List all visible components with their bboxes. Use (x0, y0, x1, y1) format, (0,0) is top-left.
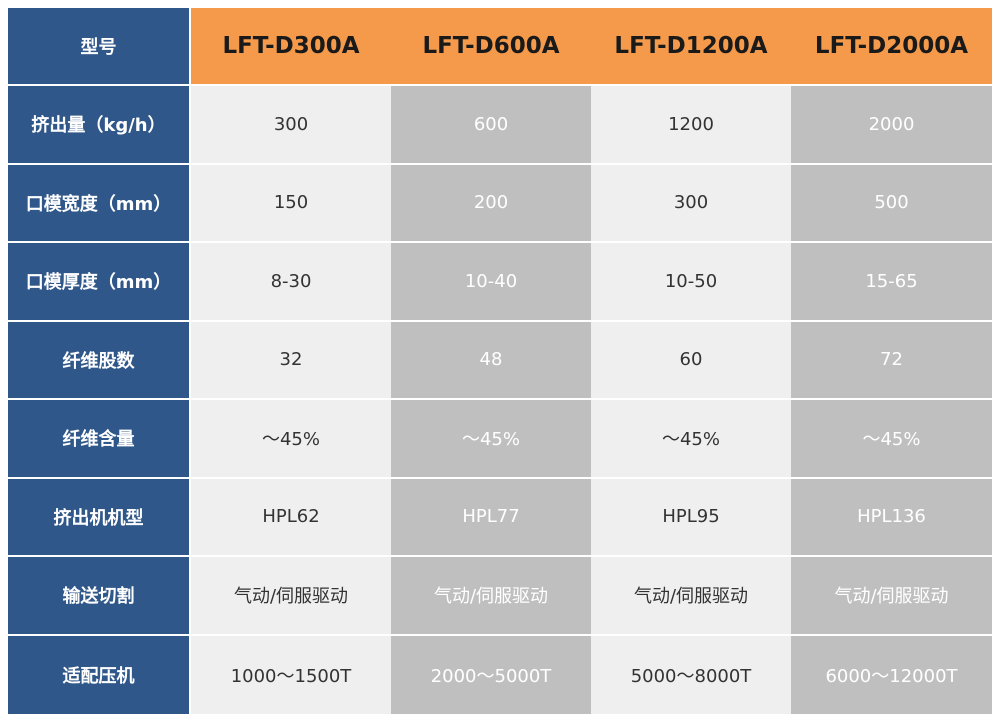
table-cell: 6000～12000T (791, 635, 992, 714)
table-cell: HPL62 (191, 478, 391, 557)
table-cell: 600 (391, 86, 591, 165)
row-label-fiber-content: 纤维含量 (8, 400, 191, 479)
table-cell: 300 (591, 164, 791, 243)
table-cell: 10-50 (591, 243, 791, 322)
table-cell: 1000～1500T (191, 635, 391, 714)
table-cell: 8-30 (191, 243, 391, 322)
header-model-4: LFT-D2000A (791, 8, 992, 86)
table-cell: 5000～8000T (591, 635, 791, 714)
table-cell: 1200 (591, 86, 791, 165)
table-cell: 2000～5000T (391, 635, 591, 714)
header-label-model: 型号 (8, 8, 191, 86)
table-cell: 10-40 (391, 243, 591, 322)
table-cell: 200 (391, 164, 591, 243)
table-cell: 气动/伺服驱动 (191, 557, 391, 636)
table-cell: HPL77 (391, 478, 591, 557)
table-cell: 60 (591, 321, 791, 400)
row-label-matching-press: 适配压机 (8, 635, 191, 714)
table-cell: 气动/伺服驱动 (791, 557, 992, 636)
table-cell: ～45% (191, 400, 391, 479)
table-cell: 72 (791, 321, 992, 400)
header-model-1: LFT-D300A (191, 8, 391, 86)
header-model-3: LFT-D1200A (591, 8, 791, 86)
table-cell: 300 (191, 86, 391, 165)
table-cell: 32 (191, 321, 391, 400)
header-model-2: LFT-D600A (391, 8, 591, 86)
table-cell: 气动/伺服驱动 (391, 557, 591, 636)
row-label-die-width: 口模宽度（mm） (8, 164, 191, 243)
spec-table: 型号 LFT-D300A LFT-D600A LFT-D1200A LFT-D2… (8, 8, 992, 714)
table-cell: 15-65 (791, 243, 992, 322)
table-cell: HPL136 (791, 478, 992, 557)
table-cell: ～45% (591, 400, 791, 479)
row-label-extruder-model: 挤出机机型 (8, 478, 191, 557)
table-cell: 2000 (791, 86, 992, 165)
table-cell: 150 (191, 164, 391, 243)
table-cell: ～45% (791, 400, 992, 479)
table-cell: 48 (391, 321, 591, 400)
table-cell: ～45% (391, 400, 591, 479)
row-label-conveying-cutting: 输送切割 (8, 557, 191, 636)
row-label-fiber-strands: 纤维股数 (8, 321, 191, 400)
row-label-extrusion-rate: 挤出量（kg/h） (8, 86, 191, 165)
row-label-die-thickness: 口模厚度（mm） (8, 243, 191, 322)
table-cell: 500 (791, 164, 992, 243)
table-cell: 气动/伺服驱动 (591, 557, 791, 636)
table-cell: HPL95 (591, 478, 791, 557)
